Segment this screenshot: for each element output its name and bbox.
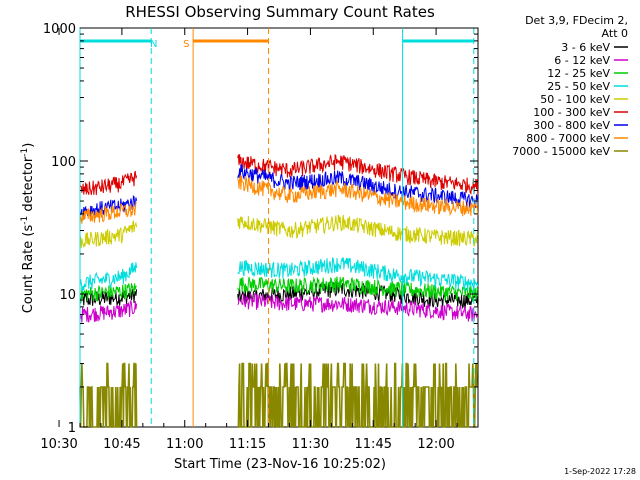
legend-header-line-2: Att 0 [602,27,628,40]
legend-entry-label: 100 - 300 keV [533,106,610,119]
chart-title: RHESSI Observing Summary Count Rates [125,3,435,21]
legend-entry-label: 50 - 100 keV [540,93,610,106]
legend-entry-label: 300 - 800 keV [533,119,610,132]
series-line-segment [79,262,138,292]
marker-label: S [183,39,189,50]
series-line-segment [79,201,137,225]
series-25-50-kev [79,256,479,292]
y-tick-label: 1000 [43,22,76,37]
legend-entry-label: 6 - 12 keV [554,54,610,67]
series-800-7000-kev [79,175,479,225]
series-12-25-kev [79,276,479,304]
y-tick-label: 100 [51,155,76,170]
x-tick-label: 11:00 [166,437,203,452]
legend-header-line-1: Det 3,9, FDecim 2, [525,14,628,27]
y-axis-label: Count Rate (s-1 detector-1) [20,143,36,314]
x-tick-label: 11:45 [355,437,392,452]
series-line-segment [79,219,138,249]
series-7000-15000-kev [79,362,478,428]
series-line-segment [79,362,138,428]
series-line-segment [79,170,138,196]
series-line-segment [79,283,137,304]
series-50-100-kev [79,214,479,249]
series-layer [79,153,479,428]
series-line-segment [237,214,479,247]
x-tick-label: 11:30 [292,437,329,452]
series-line-segment [237,256,479,292]
marker-label: N [150,39,157,50]
x-tick-label: 10:45 [103,437,140,452]
series-100-300-kev [79,153,479,196]
legend-entry-label: 3 - 6 keV [561,41,610,54]
series-line-segment [237,362,478,428]
timestamp: 1-Sep-2022 17:28 [564,467,636,476]
x-axis-label: Start Time (23-Nov-16 10:25:02) [174,457,386,472]
legend-entry-label: 7000 - 15000 keV [512,145,610,158]
series-line-segment [79,298,138,323]
series-line-segment [237,281,479,310]
legend-entry-label: 25 - 50 keV [547,80,610,93]
series-6-12-kev [79,292,479,323]
legend-entry-label: 12 - 25 keV [547,67,610,80]
marker-n: N [79,28,475,427]
y-tick-label: 10 [59,288,76,303]
y-axis: 1 10 100 1000 [43,22,478,436]
y-tick-label: 1 [68,421,76,436]
series-line-segment [237,292,479,322]
x-tick-label: 10:30 [40,437,77,452]
series-line-segment [237,175,479,217]
x-tick-label: 11:15 [229,437,266,452]
legend-entry-label: 800 - 7000 keV [526,132,610,145]
x-tick-label: 12:00 [417,437,454,452]
series-line-segment [237,153,479,195]
marker-s: S [183,28,270,427]
series-line-segment [237,276,479,302]
x-axis: 10:30 10:45 11:00 11:15 11:30 11:45 12:00 [40,28,479,452]
